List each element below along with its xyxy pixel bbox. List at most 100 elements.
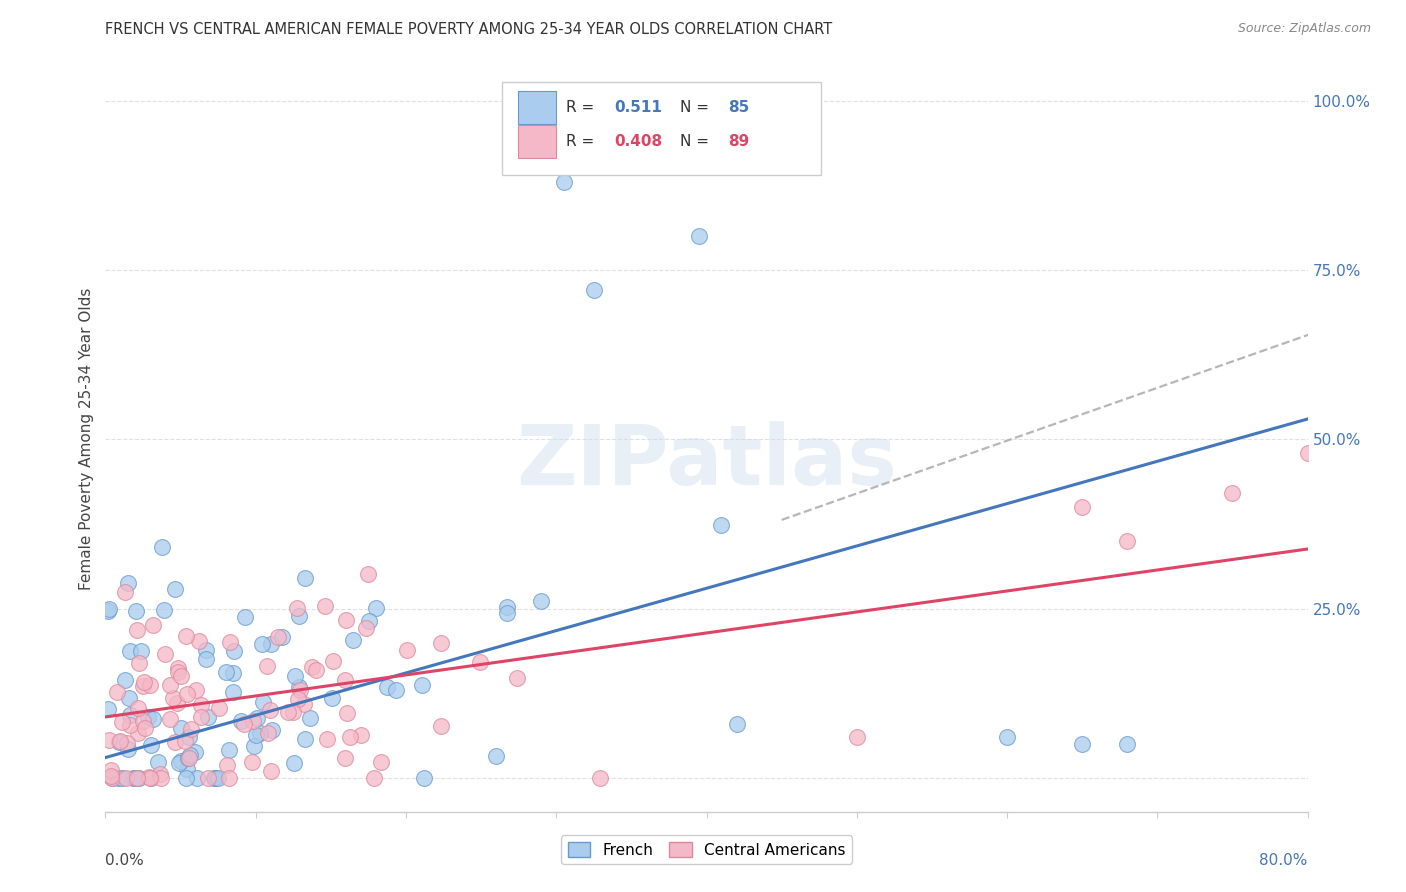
Point — [299, 711, 322, 725]
Point — [1116, 533, 1139, 548]
Point — [245, 728, 267, 742]
Point — [222, 666, 245, 681]
Point — [259, 703, 281, 717]
Point — [288, 682, 311, 697]
Point — [97, 602, 120, 616]
Point — [174, 734, 197, 748]
Point — [174, 629, 197, 643]
Point — [142, 712, 165, 726]
Point — [240, 756, 263, 770]
Point — [141, 738, 163, 752]
Point — [233, 717, 256, 731]
Point — [233, 609, 256, 624]
Text: 80.0%: 80.0% — [1260, 853, 1308, 868]
Point — [97, 702, 120, 716]
Text: 89: 89 — [728, 134, 749, 149]
Point — [117, 576, 139, 591]
Point — [260, 723, 283, 738]
Point — [288, 609, 311, 624]
Point — [218, 771, 240, 785]
Point — [363, 771, 385, 785]
Point — [322, 654, 344, 668]
Point — [153, 648, 176, 662]
Point — [292, 697, 315, 711]
Point — [180, 722, 202, 736]
Point — [396, 643, 419, 657]
Point — [222, 644, 245, 658]
Point — [176, 762, 198, 776]
Point — [370, 755, 392, 769]
Text: 0.0%: 0.0% — [105, 853, 145, 868]
Point — [142, 618, 165, 632]
Point — [314, 599, 336, 613]
Point — [125, 604, 148, 618]
Point — [202, 771, 225, 785]
Text: ZIPatlas: ZIPatlas — [516, 421, 897, 502]
Point — [845, 730, 868, 744]
Point — [97, 604, 120, 618]
Point — [250, 637, 273, 651]
Point — [495, 600, 517, 615]
Point — [359, 614, 381, 628]
Point — [204, 771, 226, 785]
Point — [111, 714, 134, 729]
Point — [342, 633, 364, 648]
Point — [287, 680, 309, 694]
Point — [149, 767, 172, 781]
Point — [127, 725, 149, 739]
Point — [215, 757, 238, 772]
Point — [249, 726, 271, 740]
Point — [166, 665, 188, 679]
Point — [132, 679, 155, 693]
Point — [108, 734, 131, 748]
Point — [134, 721, 156, 735]
Point — [485, 748, 508, 763]
Point — [429, 719, 451, 733]
Point — [165, 582, 187, 596]
Point — [1296, 446, 1319, 460]
Point — [321, 690, 343, 705]
Point — [97, 732, 120, 747]
Point — [336, 706, 359, 721]
Text: FRENCH VS CENTRAL AMERICAN FEMALE POVERTY AMONG 25-34 YEAR OLDS CORRELATION CHAR: FRENCH VS CENTRAL AMERICAN FEMALE POVERT… — [105, 22, 832, 37]
Point — [256, 659, 278, 673]
Point — [242, 714, 264, 728]
Point — [350, 728, 373, 742]
Point — [710, 517, 733, 532]
Point — [208, 701, 231, 715]
Point — [127, 700, 149, 714]
Point — [231, 714, 253, 728]
Point — [139, 678, 162, 692]
Point — [284, 669, 307, 683]
Point — [166, 696, 188, 710]
Point — [100, 763, 122, 777]
Text: 0.408: 0.408 — [614, 134, 662, 149]
Point — [131, 644, 153, 658]
Point — [305, 663, 328, 677]
Point — [150, 771, 173, 785]
Point — [117, 742, 139, 756]
Point — [366, 600, 388, 615]
Point — [128, 771, 150, 785]
Point — [281, 705, 304, 719]
Point — [176, 687, 198, 701]
Point — [170, 754, 193, 768]
Point — [197, 771, 219, 785]
Point — [283, 756, 305, 771]
Point — [530, 594, 553, 608]
Point — [688, 229, 710, 244]
Point — [118, 644, 141, 658]
Point — [260, 637, 283, 651]
Point — [190, 698, 212, 713]
Point — [553, 175, 575, 189]
Text: R =: R = — [565, 134, 599, 149]
Point — [187, 633, 209, 648]
Point — [218, 635, 240, 649]
Point — [589, 771, 612, 785]
Point — [114, 584, 136, 599]
Point — [184, 682, 207, 697]
Point — [118, 691, 141, 706]
Text: R =: R = — [565, 101, 599, 115]
Point — [146, 755, 169, 769]
Point — [429, 635, 451, 649]
